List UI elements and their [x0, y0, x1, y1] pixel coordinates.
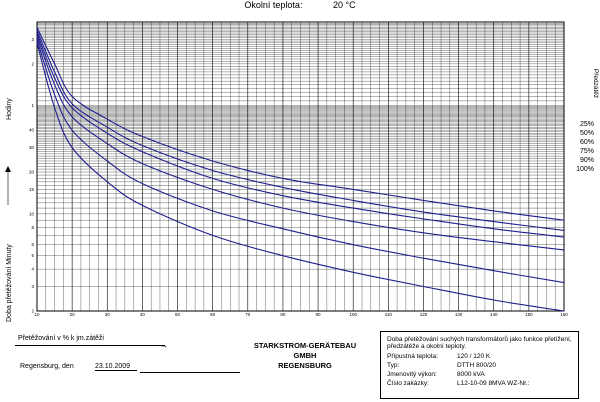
x-tick-label: 70	[245, 312, 251, 317]
info-description: Doba přetěžování suchých transformátorů …	[387, 336, 572, 350]
info-row: Přípustná teplota: 120 / 120 K	[387, 353, 572, 360]
legend: 25% 50% 60% 75% 90% 100%	[576, 120, 594, 174]
info-row-value: L12-10-09 8MVA WZ-Nr.:	[457, 380, 530, 387]
info-row-value: 120 / 120 K	[457, 353, 491, 360]
x-tick-label: 130	[455, 312, 463, 317]
y-tick-label-minutes: 20	[29, 170, 35, 175]
y-tick-label-minutes: 40	[29, 128, 35, 133]
company-line-2: GMBH	[293, 351, 317, 360]
company-block: STARKSTROM-GERÄTEBAU GMBH REGENSBURG	[250, 341, 360, 371]
series-line-100pct	[36, 42, 565, 312]
x-tick-label: 40	[140, 312, 146, 317]
info-row-value: 8000 kVA	[457, 371, 485, 378]
y-tick-label-minutes: 2	[31, 309, 34, 314]
legend-entry: 25%	[579, 121, 594, 128]
info-row: Číslo zakázky: L12-10-09 8MVA WZ-Nr.:	[387, 380, 572, 387]
x-tick-label: 90	[316, 312, 322, 317]
series-line-75pct	[36, 35, 565, 251]
series-line-50pct	[36, 29, 565, 231]
series-line-60pct	[36, 32, 565, 238]
info-row-label: Typ:	[387, 362, 400, 369]
y-tick-label-minutes: 3	[31, 284, 34, 289]
signature-line	[140, 372, 240, 373]
x-axis-title: Přetěžování v % k jm.zátěži	[18, 335, 104, 342]
info-box: Doba přetěžování suchých transformátorů …	[380, 331, 579, 399]
y-tick-label-minutes: 30	[29, 145, 35, 150]
x-tick-label: 20	[70, 312, 76, 317]
y-tick-label-hours: 2	[31, 61, 34, 66]
x-tick-label: 150	[525, 312, 533, 317]
y-tick-label-minutes: 5	[31, 253, 34, 258]
x-tick-label: 110	[385, 312, 393, 317]
legend-title: Předzátěž	[591, 68, 599, 99]
legend-entry: 75%	[579, 148, 594, 155]
company-line-3: REGENSBURG	[278, 361, 332, 370]
place-label: Regensburg, den	[20, 363, 74, 370]
date-value: 23.10.2009	[95, 363, 137, 371]
legend-entry: 50%	[579, 130, 594, 137]
info-row-label: Jmenovitý výkon:	[387, 371, 437, 378]
x-tick-label: 100	[349, 312, 357, 317]
legend-entry: 90%	[579, 157, 594, 164]
x-tick-label: 160	[560, 312, 568, 317]
y-tick-label-hours: 1	[31, 103, 34, 108]
y-tick-label-minutes: 4	[31, 267, 34, 272]
x-axis-arrow-icon: →	[160, 341, 168, 350]
x-tick-label: 140	[490, 312, 498, 317]
x-tick-label: 30	[105, 312, 111, 317]
info-row: Typ: DTTH 800/20	[387, 362, 572, 369]
legend-entry: 60%	[579, 139, 594, 146]
info-row-label: Přípustná teplota:	[387, 353, 438, 360]
info-row-value: DTTH 800/20	[457, 362, 497, 369]
x-tick-label: 120	[420, 312, 428, 317]
y-upper-label: Hodiny	[6, 98, 13, 120]
y-tick-label-minutes: 15	[29, 187, 35, 192]
y-tick-label-minutes: 10	[29, 211, 35, 216]
x-axis-title-underline	[15, 345, 165, 346]
y-axis-arrow-icon	[5, 166, 11, 172]
y-lower-label: Doba přetěžování Minuty	[6, 244, 13, 322]
legend-entry: 100%	[576, 166, 594, 173]
series-line-90pct	[36, 39, 565, 284]
company-line-1: STARKSTROM-GERÄTEBAU	[253, 341, 357, 350]
info-row: Jmenovitý výkon: 8000 kVA	[387, 371, 572, 378]
series-line-25pct	[36, 27, 565, 221]
y-tick-label-minutes: 8	[31, 225, 34, 230]
info-row-label: Číslo zakázky:	[387, 380, 429, 387]
x-tick-label: 10	[34, 312, 40, 317]
x-tick-label: 50	[175, 312, 181, 317]
chart-header: Okolní teplota: 20 °C	[0, 0, 600, 10]
ambient-value: 20 °C	[332, 0, 356, 10]
y-tick-label-hours: 3	[31, 37, 34, 42]
ambient-label: Okolní teplota:	[244, 0, 303, 10]
x-tick-label: 80	[280, 312, 286, 317]
y-tick-label-minutes: 6	[31, 242, 34, 247]
x-tick-label: 60	[210, 312, 216, 317]
